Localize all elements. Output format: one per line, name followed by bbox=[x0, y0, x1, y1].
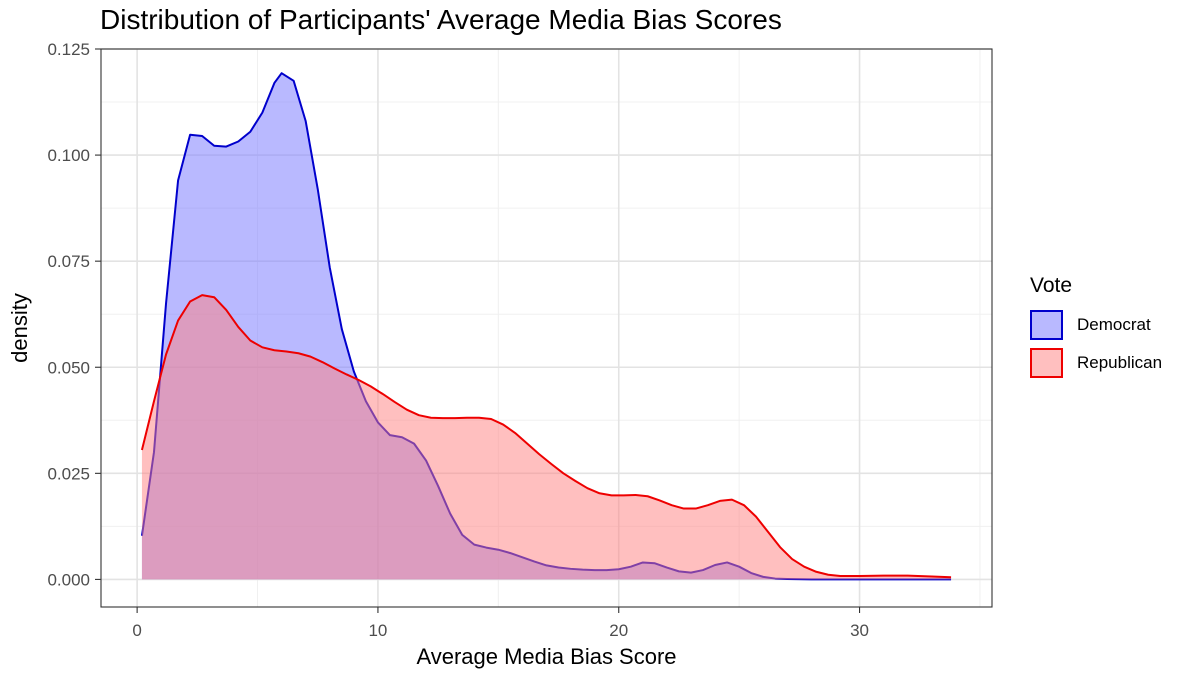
y-tick-label: 0.050 bbox=[47, 358, 90, 377]
legend-item-democrat: Democrat bbox=[1030, 306, 1162, 344]
x-tick-label: 0 bbox=[132, 621, 141, 640]
density-areas bbox=[140, 72, 952, 581]
legend-swatch-democrat bbox=[1030, 310, 1063, 340]
y-tick-label: 0.025 bbox=[47, 464, 90, 483]
x-tick-label: 20 bbox=[609, 621, 628, 640]
y-tick-label: 0.000 bbox=[47, 570, 90, 589]
legend-label-republican: Republican bbox=[1077, 353, 1163, 372]
x-tick-label: 10 bbox=[368, 621, 387, 640]
legend-title: Vote bbox=[1030, 274, 1073, 297]
y-axis-label: density bbox=[7, 293, 32, 363]
x-tick-label: 30 bbox=[850, 621, 869, 640]
legend-swatch-republican bbox=[1030, 348, 1063, 378]
chart-title: Distribution of Participants' Average Me… bbox=[100, 4, 782, 35]
area-republican bbox=[141, 295, 952, 580]
legend-item-republican: Republican bbox=[1030, 344, 1162, 382]
legend-label-democrat: Democrat bbox=[1077, 315, 1151, 334]
y-tick-label: 0.075 bbox=[47, 252, 90, 271]
legend: Vote Democrat Republican bbox=[1030, 274, 1162, 382]
y-tick-label: 0.125 bbox=[47, 40, 90, 59]
axes: 0 10 20 30 0.000 0.025 0.050 0.075 0.100 0.125 bbox=[47, 40, 869, 640]
x-axis-label: Average Media Bias Score bbox=[416, 644, 676, 669]
plot-border bbox=[100, 48, 993, 608]
line-republican bbox=[140, 294, 952, 579]
y-tick-label: 0.100 bbox=[47, 146, 90, 165]
